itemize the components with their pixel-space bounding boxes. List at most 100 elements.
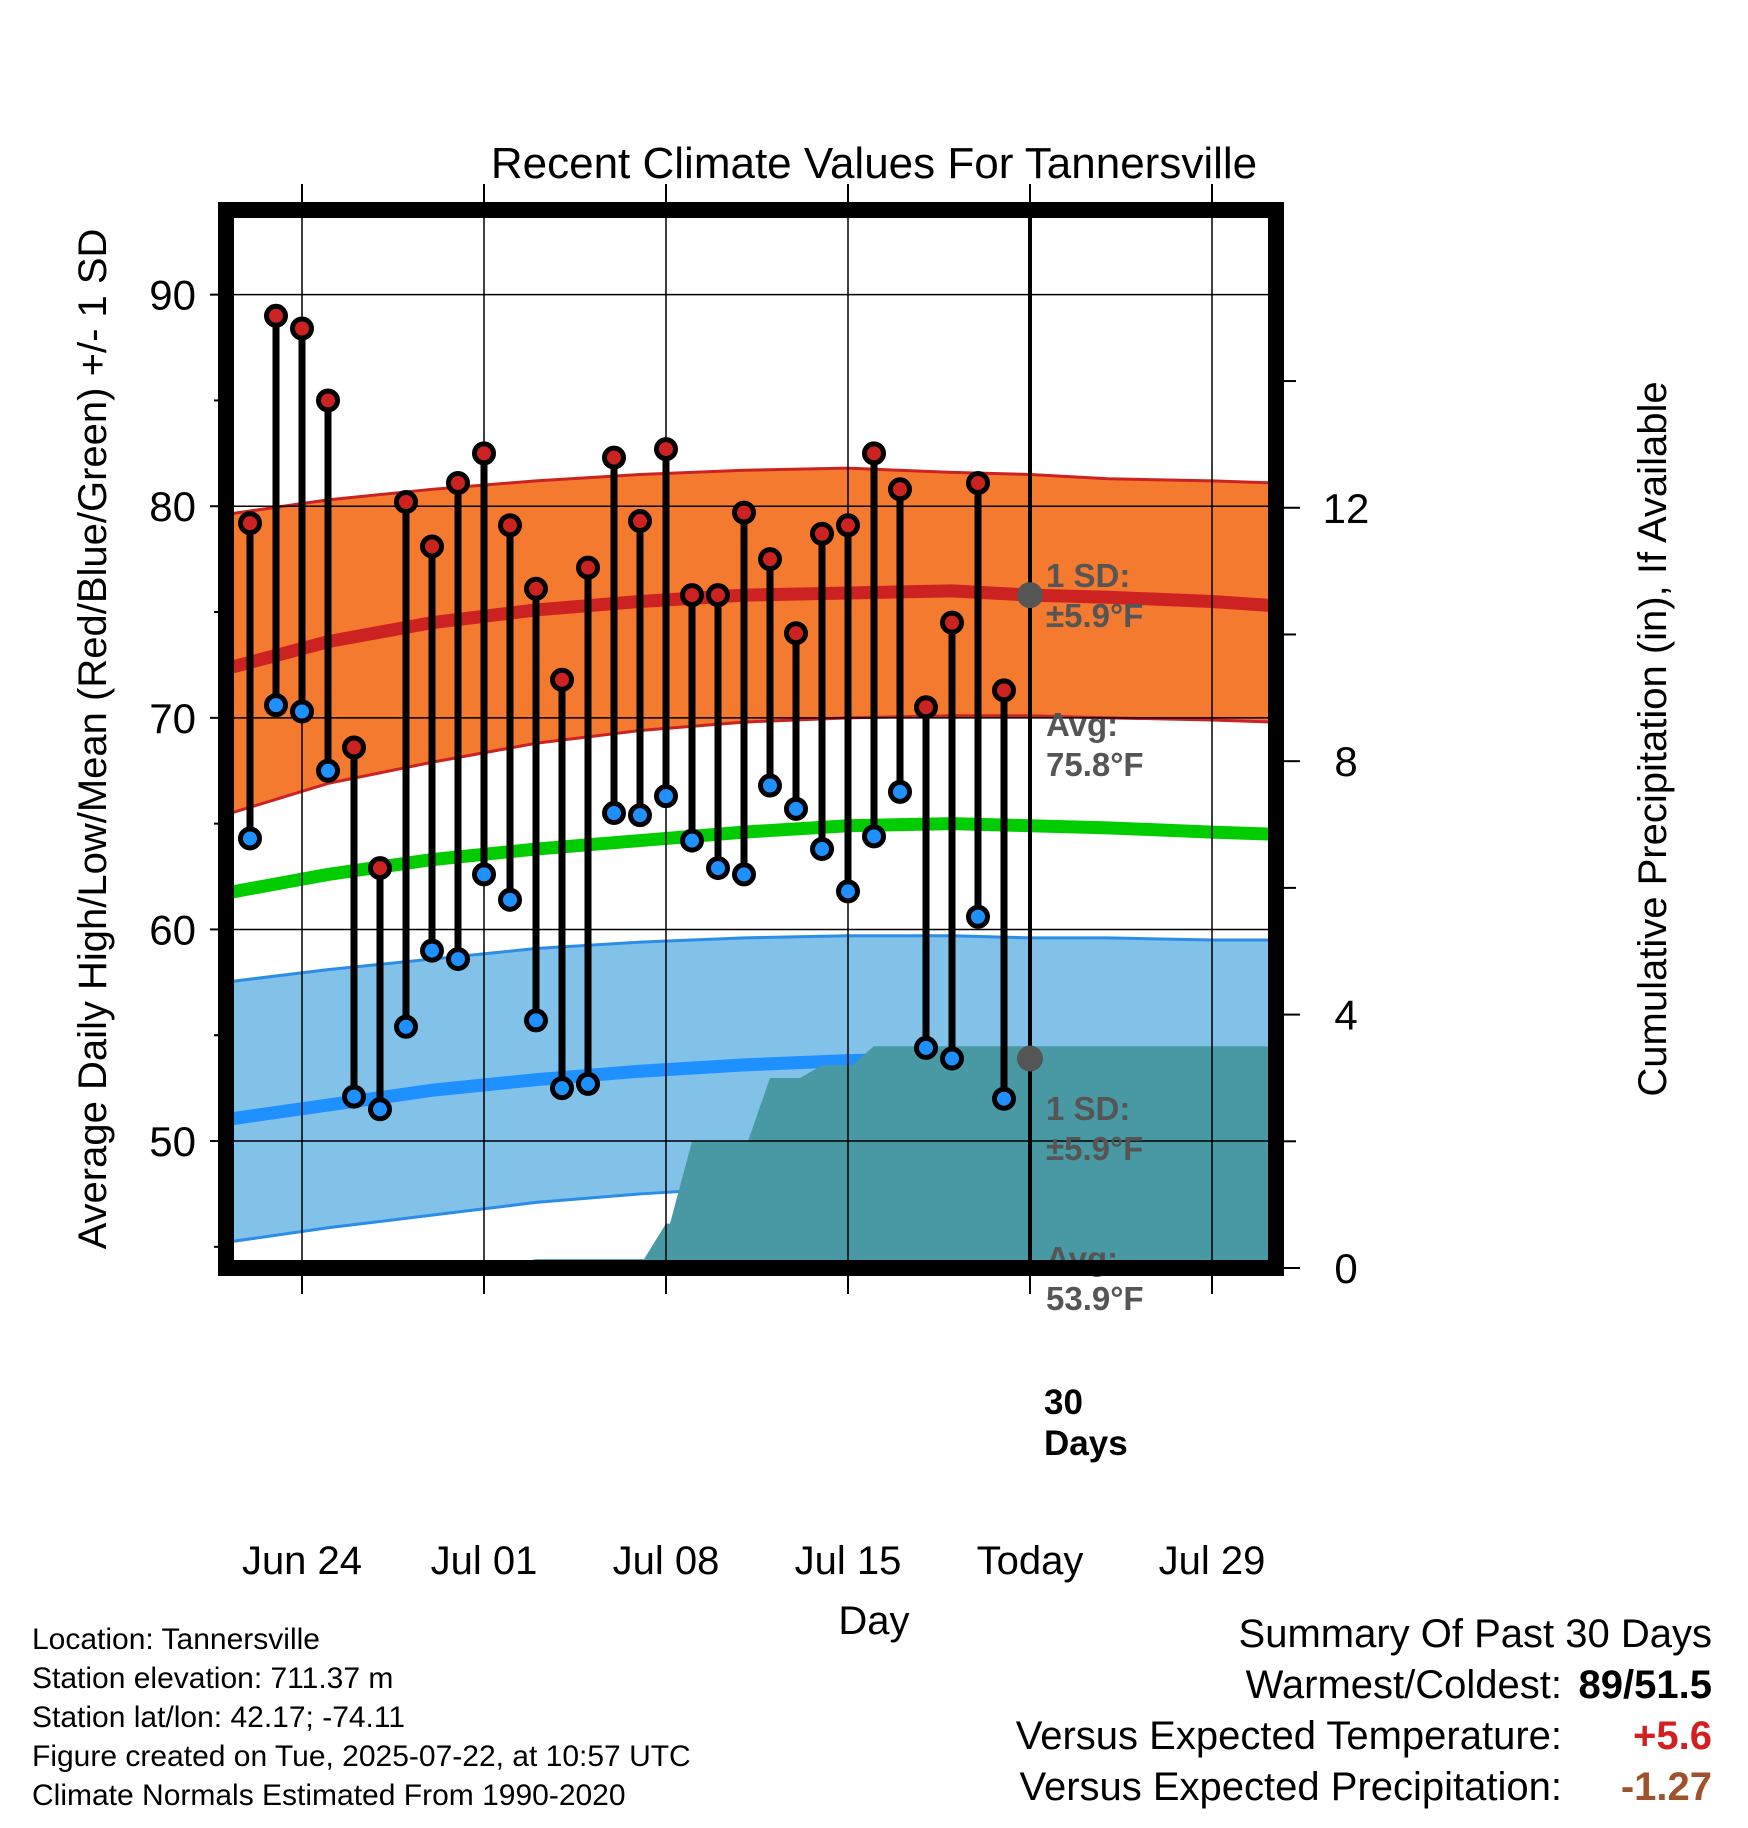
plot-border	[218, 202, 1284, 1276]
elevation-text: Station elevation: 711.37 m	[32, 1662, 394, 1695]
station-info: Location: Tannersville Station elevation…	[32, 1620, 691, 1815]
high-temp-point	[836, 513, 860, 538]
day-20-observation	[732, 500, 756, 887]
high-temp-point	[784, 621, 808, 646]
low-temp-point	[784, 796, 808, 821]
high-temp-point	[654, 437, 678, 462]
high-average-line	[222, 584, 1275, 676]
day-30-observation	[992, 678, 1016, 1111]
low-temp-point	[888, 779, 912, 804]
day-7-observation	[394, 490, 418, 1039]
low-temp-point	[524, 1008, 548, 1033]
window-label-text: Days	[1044, 1424, 1128, 1463]
high-temp-point	[810, 521, 834, 546]
high-temp-point	[524, 576, 548, 601]
low-temp-point	[394, 1014, 418, 1039]
day-12-observation	[524, 576, 548, 1033]
low-temp-point	[498, 887, 522, 912]
high-temp-point	[264, 303, 288, 328]
day-15-observation	[602, 445, 626, 826]
day-29-observation	[966, 470, 990, 929]
day-24-observation	[836, 513, 860, 904]
y-right-tick-label-0: 0	[1334, 1245, 1357, 1292]
high-temp-point	[758, 547, 782, 572]
day-14-observation	[576, 555, 600, 1096]
day-17-observation	[654, 437, 678, 809]
high-temp-point	[238, 511, 262, 536]
created-text: Figure created on Tue, 2025-07-22, at 10…	[32, 1740, 691, 1773]
low-temp-point	[420, 938, 444, 963]
temp-anomaly-value: +5.6	[1633, 1714, 1712, 1758]
warm-cold-label: Warmest/Coldest:	[1245, 1663, 1562, 1707]
warm-cold-value: 89/51.5	[1578, 1663, 1712, 1707]
low-temp-point	[654, 784, 678, 809]
day-18-observation	[680, 583, 704, 853]
high-sd-upper-edge	[223, 466, 1275, 517]
low-temp-point	[992, 1086, 1016, 1111]
high-temp-point	[446, 470, 470, 495]
high-temp-point	[992, 678, 1016, 703]
location-text: Location: Tannersville	[32, 1623, 320, 1656]
x-tick-label: Jul 08	[613, 1539, 720, 1583]
chart-title: Recent Climate Values For Tannersville	[491, 139, 1257, 188]
low-temp-point	[810, 837, 834, 862]
day-6-observation	[368, 856, 392, 1122]
low-temp-point	[342, 1084, 366, 1109]
high-temp-point	[888, 477, 912, 502]
high-temp-point	[498, 513, 522, 538]
x-tick-label: Today	[977, 1539, 1084, 1583]
precip-anomaly-value: -1.27	[1620, 1765, 1712, 1809]
low-temp-point	[732, 862, 756, 887]
day-21-observation	[758, 547, 782, 798]
high-temp-point	[862, 441, 886, 466]
latlon-text: Station lat/lon: 42.17; -74.11	[32, 1701, 406, 1734]
y-tick-label-90: 90	[149, 272, 196, 319]
low-temp-point	[446, 947, 470, 972]
low-temp-point	[680, 828, 704, 853]
high-temp-point	[290, 316, 314, 341]
high-temp-point	[368, 856, 392, 881]
low-temp-point	[576, 1071, 600, 1096]
low-temp-point	[706, 856, 730, 881]
day-9-observation	[446, 470, 470, 972]
low-sd-label: 1 SD:	[1046, 1090, 1130, 1127]
high-temp-point	[602, 445, 626, 470]
low-temp-point	[940, 1046, 964, 1071]
high-temp-point	[628, 509, 652, 534]
summary-title: Summary Of Past 30 Days	[1238, 1612, 1712, 1656]
day-4-observation	[316, 388, 340, 783]
day-2-observation	[264, 303, 288, 718]
x-tick-label: Jul 01	[431, 1539, 538, 1583]
low-temp-point	[914, 1035, 938, 1060]
y-tick-label-70: 70	[149, 695, 196, 742]
x-tick-label: Jul 29	[1159, 1539, 1266, 1583]
precip-anomaly-label: Versus Expected Precipitation:	[1019, 1765, 1562, 1809]
temp-anomaly-label: Versus Expected Temperature:	[1015, 1714, 1562, 1758]
y-axis-label-left: Average Daily High/Low/Mean (Red/Blue/Gr…	[71, 229, 115, 1250]
normals-text: Climate Normals Estimated From 1990-2020	[32, 1779, 626, 1812]
y-tick-label-80: 80	[149, 483, 196, 530]
high-temp-point	[914, 695, 938, 720]
x-axis-label: Day	[838, 1599, 909, 1643]
high-temp-point	[550, 667, 574, 692]
day-11-observation	[498, 513, 522, 912]
low-temp-point	[316, 758, 340, 783]
low-avg-value: 53.9°F	[1046, 1280, 1144, 1317]
day-1-observation	[238, 511, 262, 851]
low-temp-point	[602, 801, 626, 826]
low-temp-point	[758, 773, 782, 798]
high-temp-point	[732, 500, 756, 525]
day-28-observation	[940, 610, 964, 1071]
day-13-observation	[550, 667, 574, 1101]
high-avg-label: Avg:	[1046, 706, 1118, 743]
high-temp-point	[472, 441, 496, 466]
low-temp-point	[550, 1076, 574, 1101]
high-sd-label: 1 SD:	[1046, 557, 1130, 594]
day-26-observation	[888, 477, 912, 804]
y-right-tick-label-8: 8	[1334, 738, 1357, 785]
high-temp-point	[394, 490, 418, 515]
high-temp-point	[706, 583, 730, 608]
day-3-observation	[290, 316, 314, 724]
y-right-tick-label-4: 4	[1334, 992, 1357, 1039]
